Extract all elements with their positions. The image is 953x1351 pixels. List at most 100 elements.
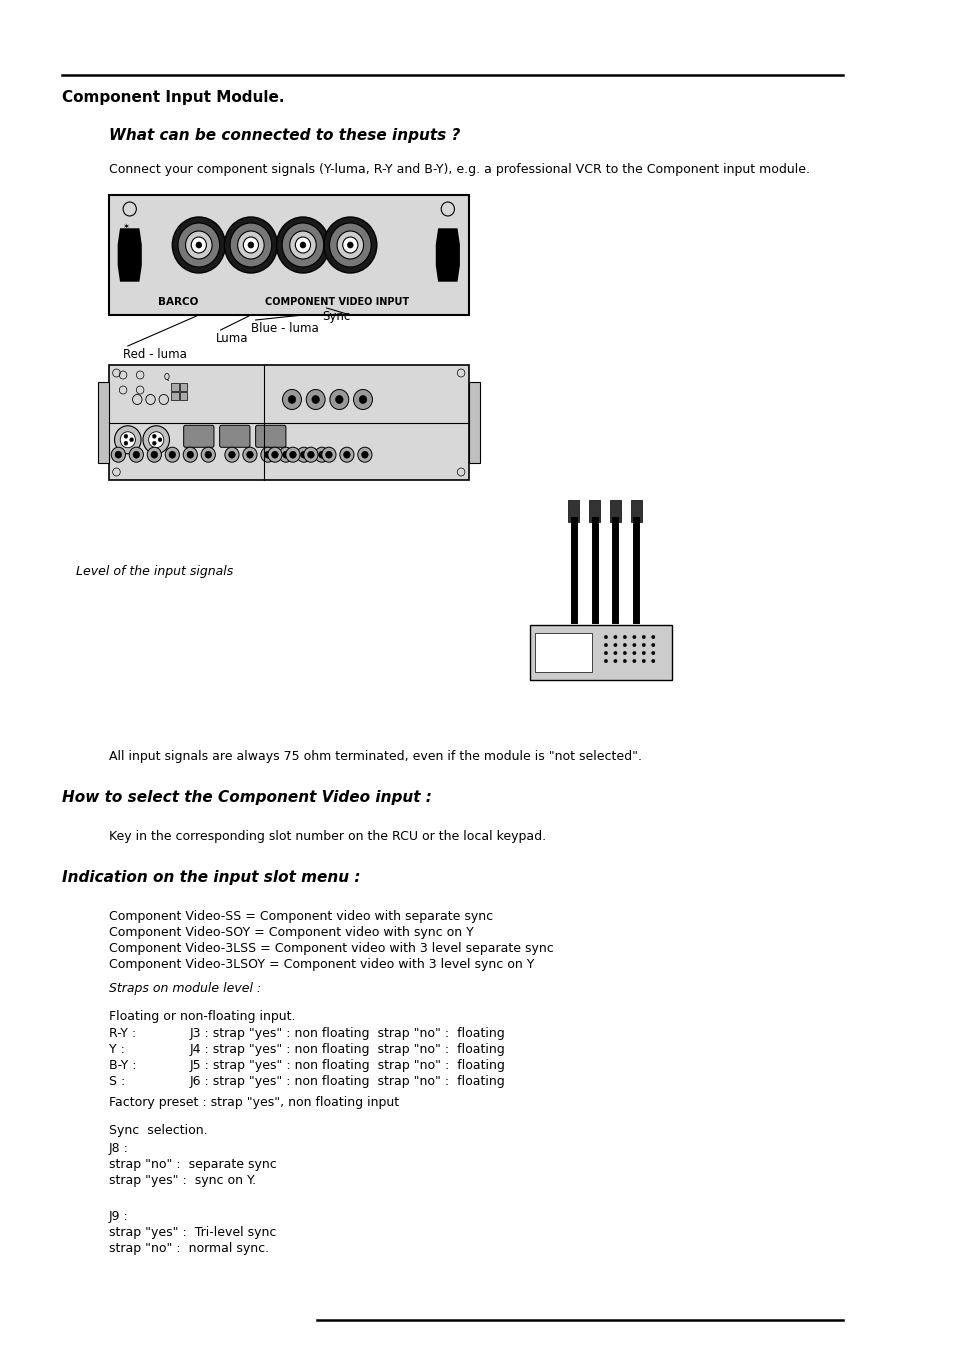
Circle shape [230, 223, 272, 267]
Text: Y :: Y : [109, 1043, 125, 1056]
Circle shape [132, 451, 139, 458]
Circle shape [330, 389, 349, 409]
Text: COMPONENT VIDEO INPUT: COMPONENT VIDEO INPUT [265, 297, 409, 307]
Circle shape [172, 218, 225, 273]
Circle shape [300, 451, 307, 458]
Text: Factory preset : strap "yes", non floating input: Factory preset : strap "yes", non floati… [109, 1096, 398, 1109]
Bar [468, 382, 479, 463]
Circle shape [195, 242, 201, 249]
Circle shape [169, 451, 175, 458]
Text: Indication on the input slot menu :: Indication on the input slot menu : [62, 870, 359, 885]
Text: BARCO: BARCO [158, 297, 198, 307]
Text: Red - luma: Red - luma [123, 349, 187, 361]
Text: S :: S : [109, 1075, 125, 1088]
Bar [588, 500, 599, 521]
FancyBboxPatch shape [219, 426, 250, 447]
Circle shape [158, 438, 162, 442]
Text: Q: Q [164, 373, 170, 382]
Circle shape [329, 223, 371, 267]
Text: Connect your component signals (Y-luma, R-Y and B-Y), e.g. a professional VCR to: Connect your component signals (Y-luma, … [109, 163, 809, 176]
Circle shape [147, 447, 161, 462]
Circle shape [260, 447, 274, 462]
Text: J4 : strap "yes" : non floating  strap "no" :  floating: J4 : strap "yes" : non floating strap "n… [189, 1043, 504, 1056]
Text: B-Y :: B-Y : [109, 1059, 136, 1071]
Circle shape [115, 451, 122, 458]
Text: strap "no" :  separate sync: strap "no" : separate sync [109, 1158, 276, 1171]
Circle shape [357, 447, 372, 462]
Bar [180, 392, 188, 400]
Circle shape [205, 451, 212, 458]
Circle shape [201, 447, 215, 462]
Circle shape [124, 442, 128, 446]
Circle shape [354, 389, 372, 409]
Text: Component Video-SS = Component video with separate sync: Component Video-SS = Component video wit… [109, 911, 493, 923]
Bar [109, 195, 468, 315]
Bar [97, 382, 109, 463]
Circle shape [124, 434, 128, 438]
Circle shape [183, 447, 197, 462]
Circle shape [282, 451, 289, 458]
Circle shape [622, 651, 626, 655]
Circle shape [296, 447, 311, 462]
Circle shape [247, 451, 253, 458]
Circle shape [603, 651, 607, 655]
Circle shape [165, 447, 179, 462]
Circle shape [632, 651, 636, 655]
Circle shape [290, 451, 296, 458]
Text: strap "no" :  normal sync.: strap "no" : normal sync. [109, 1242, 269, 1255]
Circle shape [282, 223, 323, 267]
Bar [530, 626, 672, 680]
Text: Sync  selection.: Sync selection. [109, 1124, 208, 1138]
Circle shape [306, 389, 325, 409]
Text: Straps on module level :: Straps on module level : [109, 982, 261, 994]
Text: What can be connected to these inputs ?: What can be connected to these inputs ? [109, 128, 459, 143]
Text: J8 :: J8 : [109, 1142, 129, 1155]
Circle shape [290, 231, 315, 259]
Circle shape [641, 659, 645, 663]
Text: All input signals are always 75 ohm terminated, even if the module is "not selec: All input signals are always 75 ohm term… [109, 750, 641, 763]
Text: J9 :: J9 : [109, 1210, 129, 1223]
Circle shape [336, 231, 363, 259]
Circle shape [343, 451, 350, 458]
Text: How to select the Component Video input :: How to select the Component Video input … [62, 790, 431, 805]
Text: ✶: ✶ [122, 223, 129, 232]
Circle shape [268, 447, 282, 462]
Circle shape [603, 635, 607, 639]
Circle shape [622, 635, 626, 639]
Circle shape [129, 447, 143, 462]
Circle shape [325, 451, 332, 458]
Text: J5 : strap "yes" : non floating  strap "no" :  floating: J5 : strap "yes" : non floating strap "n… [189, 1059, 505, 1071]
Circle shape [224, 218, 277, 273]
Circle shape [622, 659, 626, 663]
Circle shape [120, 432, 135, 447]
Bar [609, 500, 620, 521]
Circle shape [613, 651, 617, 655]
Circle shape [613, 643, 617, 647]
Circle shape [651, 651, 655, 655]
Circle shape [335, 396, 343, 404]
Circle shape [613, 635, 617, 639]
Circle shape [243, 236, 258, 253]
Circle shape [361, 451, 368, 458]
Circle shape [603, 643, 607, 647]
Circle shape [632, 643, 636, 647]
Circle shape [307, 451, 314, 458]
Circle shape [152, 442, 156, 446]
Text: J3 : strap "yes" : non floating  strap "no" :  floating: J3 : strap "yes" : non floating strap "n… [189, 1027, 504, 1040]
Text: Blue - luma: Blue - luma [251, 322, 318, 335]
Circle shape [632, 659, 636, 663]
Text: Component Video-SOY = Component video with sync on Y: Component Video-SOY = Component video wi… [109, 925, 473, 939]
Circle shape [603, 659, 607, 663]
Text: Component Input Module.: Component Input Module. [62, 91, 284, 105]
Circle shape [243, 447, 256, 462]
Bar [109, 365, 468, 480]
Circle shape [651, 643, 655, 647]
Circle shape [321, 447, 335, 462]
Circle shape [295, 236, 311, 253]
Circle shape [229, 451, 235, 458]
Circle shape [282, 389, 301, 409]
Circle shape [237, 231, 264, 259]
Circle shape [300, 242, 306, 249]
Circle shape [651, 659, 655, 663]
Circle shape [347, 242, 353, 249]
